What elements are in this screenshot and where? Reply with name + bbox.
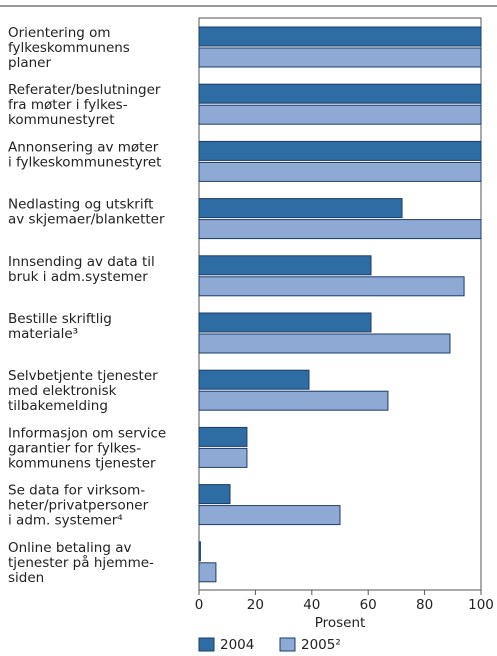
legend-swatch xyxy=(279,637,296,652)
x-tick-label: 100 xyxy=(468,597,494,613)
bar xyxy=(198,104,482,125)
bar xyxy=(198,83,482,104)
category-label: tilbakemelding xyxy=(8,398,108,414)
bar xyxy=(198,505,341,526)
bar xyxy=(198,276,465,297)
category-label: av skjemaer/blanketter xyxy=(8,212,165,228)
bar xyxy=(198,562,217,583)
category-label: Annonsering av møter xyxy=(8,139,159,155)
bar xyxy=(198,47,482,68)
bar xyxy=(198,140,482,161)
legend-label: 2005² xyxy=(301,637,341,653)
bar xyxy=(198,161,482,182)
category-label: kommunens tjenester xyxy=(8,455,156,471)
category-label: tjenester på hjemme- xyxy=(8,554,154,571)
legend-label: 2004 xyxy=(220,637,254,653)
bar xyxy=(198,541,201,562)
x-tick-label: 0 xyxy=(195,597,204,613)
category-label: garantier for fylkes- xyxy=(8,440,141,456)
bar xyxy=(198,369,310,390)
plot-frame xyxy=(198,17,482,591)
bar xyxy=(198,447,248,468)
bar xyxy=(198,390,389,411)
category-label: fra møter i fylkes- xyxy=(8,97,128,113)
category-label: Referater/beslutninger xyxy=(8,82,161,98)
category-label: Innsending av data til xyxy=(8,254,155,270)
category-label: Online betaling av xyxy=(8,540,131,556)
bar xyxy=(198,333,451,354)
category-label: i adm. systemer⁴ xyxy=(8,513,123,529)
bar xyxy=(198,26,482,47)
bar xyxy=(198,198,403,219)
x-tick-label: 80 xyxy=(416,597,433,613)
bar xyxy=(198,484,231,505)
bar xyxy=(198,255,372,276)
category-label: heter/privatpersoner xyxy=(8,498,149,514)
bar xyxy=(198,312,372,333)
category-label: siden xyxy=(8,570,44,586)
legend-swatch xyxy=(198,637,215,652)
category-label: kommunestyret xyxy=(8,112,114,128)
category-label: i fylkeskommunestyret xyxy=(8,154,161,170)
category-label: planer xyxy=(8,55,51,71)
category-label: Se data for virksom- xyxy=(8,483,145,499)
category-label: Orientering om xyxy=(8,25,111,41)
bar xyxy=(198,426,248,447)
category-label: med elektronisk xyxy=(8,383,117,399)
category-label: bruk i adm.systemer xyxy=(8,269,148,285)
x-tick-label: 20 xyxy=(247,597,264,613)
category-label: Selvbetjente tjenester xyxy=(8,368,158,384)
category-label: Nedlasting og utskrift xyxy=(8,197,153,213)
category-label: Bestille skriftlig xyxy=(8,311,112,327)
category-label: fylkeskommunens xyxy=(8,40,130,56)
x-tick-label: 40 xyxy=(303,597,320,613)
category-label: materiale³ xyxy=(8,326,78,342)
bar xyxy=(198,219,482,240)
x-axis-label: Prosent xyxy=(315,615,366,631)
category-label: Informasjon om service xyxy=(8,425,166,441)
x-tick-label: 60 xyxy=(360,597,377,613)
